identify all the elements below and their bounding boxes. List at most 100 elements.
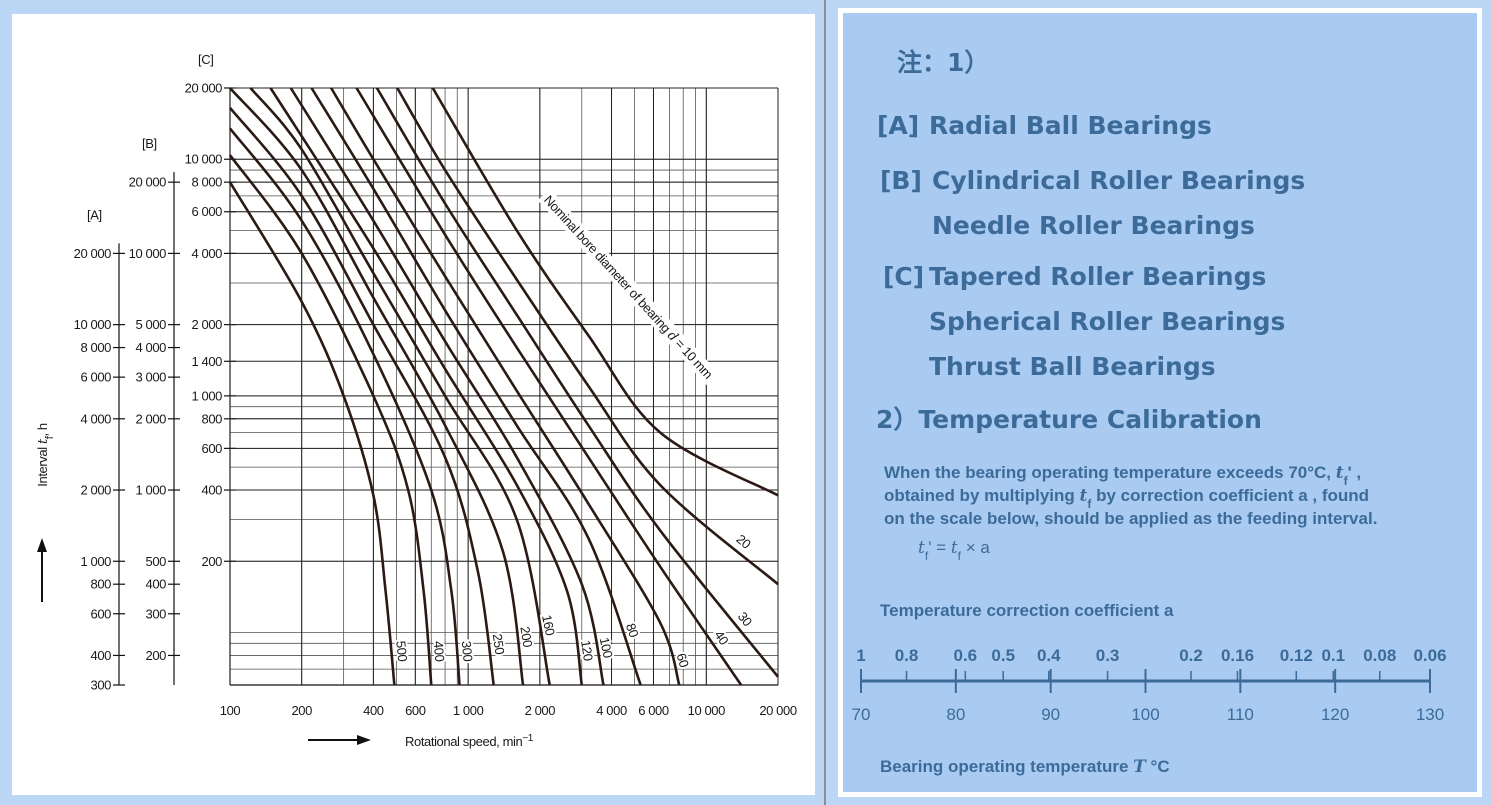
series-label: 500 — [393, 640, 410, 662]
y-tick-label: 400 — [91, 648, 112, 663]
chart-panel — [12, 14, 815, 795]
curve — [396, 87, 779, 586]
curve — [228, 154, 433, 686]
series-label: 100 — [597, 636, 616, 659]
series-label: 160 — [539, 614, 558, 637]
text-run: t — [1080, 486, 1088, 506]
y-tick-label: 4 000 — [135, 340, 166, 355]
text-run: Rotational speed, min — [405, 734, 523, 749]
y-tick-label: 10 000 — [74, 317, 112, 332]
series-label: 120 — [578, 639, 596, 662]
temperature-label: 130 — [1416, 705, 1444, 724]
y-tick-label: 300 — [91, 678, 112, 693]
coefficient-label: 0.1 — [1321, 646, 1345, 665]
text-run: t — [1336, 463, 1344, 483]
paragraph-line: obtained by multiplying tf by correction… — [884, 486, 1369, 511]
coefficient-label: 0.4 — [1037, 646, 1061, 665]
y-axis-label: Interval tf, h — [35, 423, 56, 487]
x-tick-label: 10 000 — [688, 703, 726, 718]
y-tick-label: 1 400 — [191, 354, 222, 369]
text-run: Interval — [35, 444, 50, 487]
coefficient-label: 0.08 — [1363, 646, 1396, 665]
notes-heading: 注：1） — [897, 48, 989, 77]
y-tick-label: 5 000 — [135, 317, 166, 332]
curve — [228, 181, 396, 686]
temperature-label: 80 — [946, 705, 965, 724]
series-label: 200 — [517, 625, 535, 648]
y-tick-label: 10 000 — [129, 246, 167, 261]
subscript: f — [1344, 474, 1349, 488]
paragraph-line: When the bearing operating temperature e… — [884, 463, 1361, 488]
series-label: 500 — [393, 640, 410, 662]
y-tick-label: 2 000 — [80, 483, 111, 498]
y-tick-label: 400 — [146, 577, 167, 592]
coefficient-label: 0.3 — [1096, 646, 1120, 665]
bearing-type: Radial Ball Bearings — [929, 111, 1212, 140]
y-tick-label: 1 000 — [80, 554, 111, 569]
text-run: t — [918, 538, 925, 558]
x-tick-label: 20 000 — [759, 703, 797, 718]
bearing-type: Cylindrical Roller Bearings — [932, 166, 1305, 195]
text-run: , h — [35, 423, 50, 436]
y-tick-label: 400 — [202, 483, 223, 498]
curve — [229, 87, 525, 686]
text-run: When the bearing operating temperature e… — [884, 463, 1336, 482]
y-tick-label: 200 — [202, 554, 223, 569]
section-heading: 2）Temperature Calibration — [876, 405, 1262, 434]
y-tick-label: 4 000 — [191, 246, 222, 261]
coefficient-label: 0.16 — [1221, 646, 1254, 665]
subscript: f — [1087, 497, 1092, 511]
series-label: 300 — [459, 640, 476, 662]
text-run: obtained by multiplying — [884, 486, 1080, 505]
x-tick-label: 200 — [291, 703, 312, 718]
series-label: 100 — [597, 636, 616, 659]
curve — [289, 87, 605, 686]
notes-panel — [843, 13, 1477, 792]
curve — [330, 87, 681, 686]
text-run: ' , — [1348, 463, 1362, 482]
text-run: T — [1133, 757, 1147, 777]
y-tick-label: 20 000 — [185, 81, 223, 96]
y-tick-label: 10 000 — [185, 152, 223, 167]
temperature-label: 120 — [1321, 705, 1349, 724]
chart: [A] 20 000 10 000 8 000 6 000 4 000 2 000 1 000… — [35, 52, 797, 749]
text-run: × a — [961, 538, 990, 557]
y-tick-label: 500 — [146, 554, 167, 569]
scale-title: Temperature correction coefficient a — [880, 601, 1174, 620]
series-label: 60 — [673, 651, 691, 669]
series-label: 250 — [490, 633, 508, 656]
subscript: f — [925, 549, 929, 563]
series-label: 400 — [431, 640, 448, 662]
y-tick-label: 2 000 — [135, 411, 166, 426]
series-label: 160 — [539, 614, 558, 637]
curve — [375, 87, 780, 678]
formula: tf' = tf × a — [918, 538, 990, 563]
coefficient-label: 0.8 — [895, 646, 919, 665]
text-run: t — [36, 438, 51, 444]
series-label: 300 — [459, 640, 476, 662]
y-tick-label: 1 000 — [191, 388, 222, 403]
bearing-type: Thrust Ball Bearings — [929, 352, 1216, 381]
y-tick-label: 20 000 — [74, 246, 112, 261]
paragraph-line: on the scale below, should be applied as… — [884, 509, 1377, 528]
y-tick-label: 600 — [202, 441, 223, 456]
text-run: Bearing operating temperature — [880, 757, 1133, 776]
y-axis-name: [A] — [87, 207, 102, 222]
y-tick-label: 8 000 — [191, 175, 222, 190]
curve — [228, 127, 461, 686]
text-run: °C — [1146, 757, 1170, 776]
y-tick-label: 1 000 — [135, 483, 166, 498]
x-tick-label: 2 000 — [525, 703, 556, 718]
y-tick-label: 600 — [91, 606, 112, 621]
bearing-type: Spherical Roller Bearings — [929, 307, 1285, 336]
x-tick-label: 600 — [405, 703, 426, 718]
coefficient-label: 0.12 — [1280, 646, 1313, 665]
temperature-label: 90 — [1041, 705, 1060, 724]
y-tick-label: 3 000 — [135, 370, 166, 385]
y-tick-label: 4 000 — [80, 411, 111, 426]
series-label: 200 — [517, 625, 535, 648]
curve — [310, 87, 642, 686]
text-run: ' = — [928, 538, 951, 557]
series-label: 400 — [431, 640, 448, 662]
